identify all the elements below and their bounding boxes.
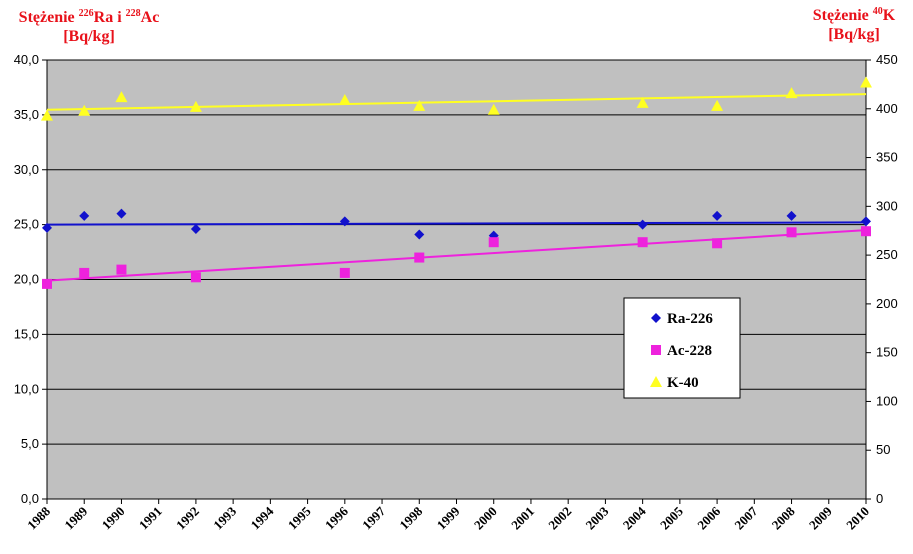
- x-tick-label: 2001: [508, 504, 537, 533]
- x-tick-label: 2004: [620, 503, 649, 532]
- x-tick-label: 1994: [247, 503, 276, 532]
- ra-226-legend-marker: [651, 313, 661, 323]
- ra-226-point: [786, 210, 797, 221]
- x-tick-label: 2005: [657, 503, 686, 532]
- right-tick-label: 250: [876, 247, 898, 262]
- x-tick-label: 1998: [396, 503, 425, 532]
- x-tick-label: 2002: [545, 504, 574, 533]
- ra-226-legend-label: Ra-226: [667, 311, 713, 327]
- left-tick-label: 0,0: [21, 491, 39, 506]
- x-tick-label: 2008: [769, 503, 798, 532]
- x-tick-label: 2003: [583, 503, 612, 532]
- x-tick-label: 1999: [434, 503, 463, 532]
- ac-228-point: [786, 227, 797, 238]
- ra-226-point: [42, 222, 52, 233]
- ac-228-point: [414, 252, 425, 263]
- x-tick-label: 1997: [359, 503, 388, 532]
- ra-226-point: [712, 210, 723, 221]
- k-40-point: [487, 103, 500, 115]
- left-tick-label: 15,0: [14, 326, 39, 341]
- right-tick-label: 350: [876, 150, 898, 165]
- right-tick-label: 150: [876, 345, 898, 360]
- ac-228-legend-label: Ac-228: [667, 343, 712, 359]
- right-axis-title-line1: Stężenie 40K: [812, 6, 896, 25]
- ra-226-trend-line: [46, 221, 867, 226]
- right-tick-label: 200: [876, 296, 898, 311]
- k-40-point: [636, 96, 649, 108]
- left-tick-label: 20,0: [14, 272, 39, 287]
- ra-226-point: [861, 216, 871, 227]
- ac-228-point: [488, 237, 499, 248]
- left-tick-label: 25,0: [14, 217, 39, 232]
- ac-228-point: [190, 272, 201, 283]
- k-40-point: [413, 99, 426, 111]
- ac-228-point: [79, 267, 90, 278]
- k-40-legend-marker: [650, 376, 662, 387]
- ac-228-point: [42, 278, 52, 289]
- x-tick-label: 1996: [322, 503, 351, 532]
- k-40-point: [189, 100, 202, 112]
- x-tick-label: 1990: [99, 504, 128, 533]
- ac-228-legend-marker: [651, 345, 661, 355]
- left-tick-label: 10,0: [14, 381, 39, 396]
- x-tick-label: 2000: [471, 504, 500, 533]
- left-axis-title: Stężenie 226Ra i 228Ac [Bq/kg]: [4, 8, 174, 46]
- ra-226-point: [116, 208, 127, 219]
- k-40-point: [115, 91, 128, 103]
- k-40-point: [78, 104, 91, 116]
- right-tick-label: 300: [876, 198, 898, 213]
- left-tick-label: 40,0: [14, 52, 39, 67]
- right-tick-label: 450: [876, 52, 898, 67]
- right-tick-label: 50: [876, 442, 890, 457]
- right-axis-unit: [Bq/kg]: [828, 26, 880, 43]
- k-40-point: [41, 109, 53, 121]
- left-tick-label: 35,0: [14, 107, 39, 122]
- ra-226-point: [414, 229, 425, 240]
- left-axis-unit: [Bq/kg]: [63, 28, 115, 45]
- ra-226-point: [339, 216, 350, 227]
- plot-area: 0,0 5,0 10,0 15,0 20,0 25,0 30,0 35,0 40,0 0 50 100…: [14, 52, 898, 533]
- k-40-point: [785, 87, 798, 99]
- right-axis-title: Stężenie 40K [Bq/kg]: [799, 6, 909, 44]
- x-tick-label: 1992: [173, 504, 202, 533]
- right-tick-label: 100: [876, 393, 898, 408]
- ra-226-point: [190, 224, 201, 235]
- ac-228-point: [637, 237, 648, 248]
- right-tick-label: 0: [876, 491, 883, 506]
- legend: Ra-226 Ac-228 K-40: [623, 297, 741, 399]
- ac-228-trend-line: [46, 229, 867, 282]
- ac-228-point: [861, 226, 871, 237]
- x-tick-label: 2007: [731, 503, 760, 532]
- x-tick-label: 1995: [285, 503, 314, 532]
- x-tick-label: 1993: [210, 503, 239, 532]
- ra-226-point: [637, 219, 648, 230]
- x-tick-label: 1991: [136, 504, 165, 533]
- left-tick-label: 30,0: [14, 162, 39, 177]
- ac-228-point: [339, 267, 350, 278]
- k-40-point: [711, 99, 724, 111]
- k-40-point: [338, 93, 351, 105]
- ra-226-point: [79, 210, 90, 221]
- k-40-point: [860, 76, 872, 88]
- x-tick-label: 2010: [843, 504, 872, 533]
- left-tick-label: 5,0: [21, 436, 39, 451]
- ac-228-point: [116, 264, 127, 275]
- ac-228-point: [712, 238, 723, 249]
- left-axis-title-line1: Stężenie 226Ra i 228Ac: [18, 8, 160, 27]
- x-tick-label: 1988: [24, 503, 53, 532]
- x-tick-label: 2006: [694, 503, 723, 532]
- x-tick-label: 2009: [806, 503, 835, 532]
- k-40-trend-line: [46, 93, 867, 111]
- right-tick-label: 400: [876, 101, 898, 116]
- k-40-legend-label: K-40: [667, 375, 699, 391]
- legend-box: [623, 297, 741, 399]
- x-tick-label: 1989: [61, 503, 90, 532]
